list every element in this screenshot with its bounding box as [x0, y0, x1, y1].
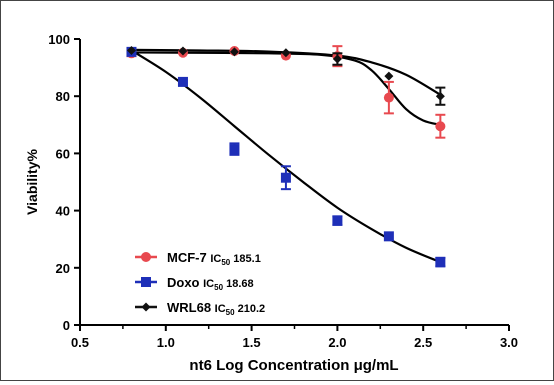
- legend: MCF-7 IC50 185.1 Doxo IC50 18.68 WRL68 IC5…: [135, 250, 265, 317]
- point-wrl68: [384, 71, 394, 81]
- y-tick-label: 0: [63, 318, 70, 333]
- point-wrl68: [435, 91, 445, 101]
- y-tick-label: 60: [56, 146, 70, 161]
- x-tick-label: 1.5: [243, 335, 261, 350]
- y-axis-label: Viability%: [24, 149, 40, 215]
- x-tick-label: 1.0: [157, 335, 175, 350]
- point-doxo: [383, 231, 394, 242]
- point-doxo: [435, 257, 446, 268]
- legend-label-wrl68: WRL68 IC50 210.2: [167, 300, 265, 317]
- x-tick-label: 2.0: [328, 335, 346, 350]
- fit-curves: [130, 48, 441, 264]
- fit-curve-doxo: [130, 49, 441, 264]
- x-axis-label: nt6 Log Concentration μg/mL: [189, 357, 398, 374]
- legend-label-mcf-7: MCF-7 IC50 185.1: [167, 250, 261, 267]
- y-tick-label: 40: [56, 204, 70, 219]
- point-mcf-7: [383, 92, 394, 103]
- point-wrl68: [281, 48, 291, 58]
- point-wrl68: [126, 45, 136, 55]
- legend-marker-wrl68: [141, 302, 151, 312]
- point-wrl68: [178, 46, 188, 56]
- legend-marker-doxo: [141, 277, 151, 287]
- point-wrl68: [332, 54, 342, 64]
- legend-label-doxo: Doxo IC50 18.68: [167, 275, 254, 292]
- legend-marker-mcf-7: [141, 252, 151, 262]
- data-marks: [126, 45, 446, 268]
- point-doxo: [229, 144, 240, 155]
- point-doxo: [280, 172, 291, 183]
- x-tick-label: 3.0: [500, 335, 518, 350]
- y-tick-label: 100: [48, 32, 70, 47]
- point-doxo: [332, 215, 343, 226]
- axes: 0.5 1.0 1.5 2.0 2.5 3.0 0 20 40 60 80 100: [48, 32, 518, 350]
- point-wrl68: [229, 47, 239, 57]
- y-tick-label: 80: [56, 89, 70, 104]
- y-tick-label: 20: [56, 261, 70, 276]
- point-mcf-7: [435, 121, 446, 132]
- point-doxo: [177, 76, 188, 87]
- x-tick-label: 2.5: [414, 335, 432, 350]
- fit-curve-mcf-7: [131, 51, 441, 126]
- x-tick-label: 0.5: [71, 335, 89, 350]
